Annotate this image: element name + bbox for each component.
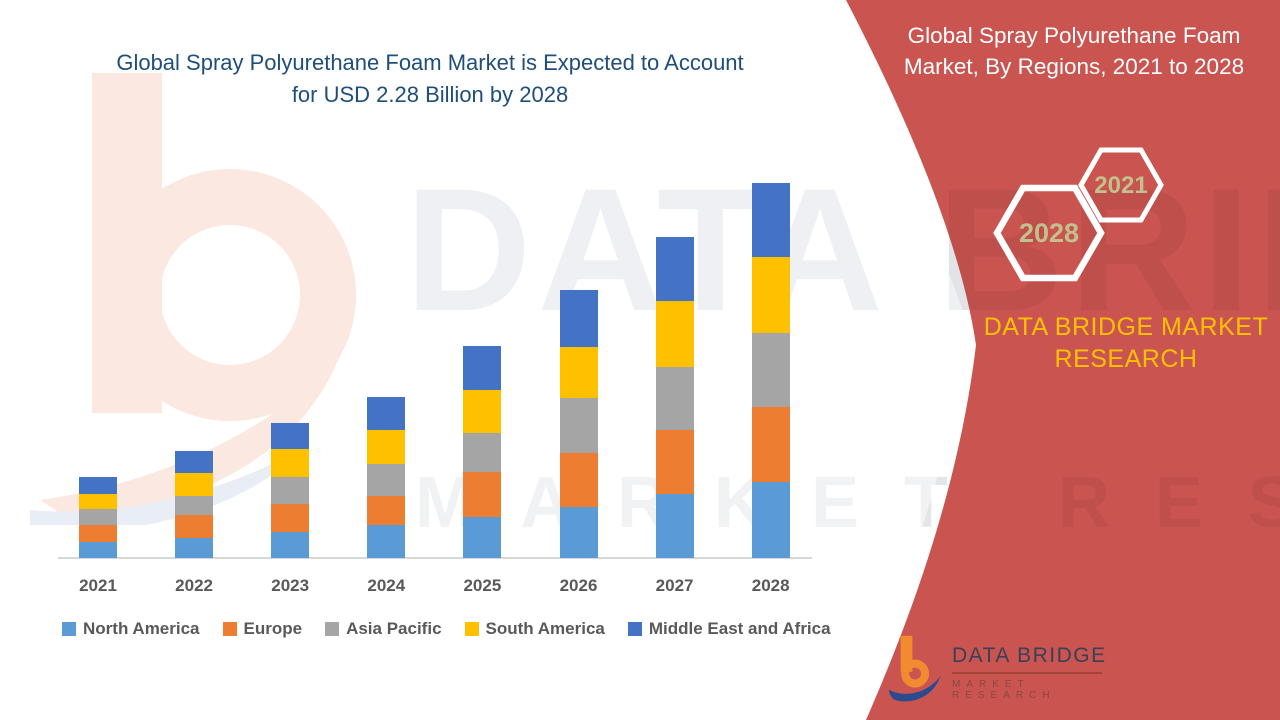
legend-swatch-north-america [62, 622, 76, 636]
legend-item-south-america: South America [464, 619, 605, 639]
segment-middle-east-and-africa-2024 [367, 396, 406, 430]
footer-logo-name: DATA BRIDGE [952, 644, 1107, 667]
segment-middle-east-and-africa-2022 [175, 451, 214, 473]
segment-south-america-2023 [271, 449, 310, 478]
segment-europe-2023 [271, 503, 310, 532]
legend-label-asia-pacific: Asia Pacific [346, 619, 442, 638]
segment-south-america-2027 [655, 301, 694, 368]
year-hexagons: 2028 2021 [993, 147, 1164, 282]
segment-asia-pacific-2025 [463, 433, 502, 473]
segment-north-america-2024 [367, 525, 406, 558]
x-axis-label-2027: 2027 [655, 576, 694, 595]
segment-north-america-2028 [751, 482, 790, 558]
legend-swatch-south-america [464, 622, 479, 636]
x-axis-label-2024: 2024 [367, 576, 406, 595]
segment-europe-2027 [655, 429, 694, 494]
segment-asia-pacific-2024 [367, 464, 406, 496]
segment-north-america-2025 [463, 516, 502, 558]
legend-item-middle-east-and-africa: Middle East and Africa [627, 619, 831, 639]
segment-north-america-2023 [271, 531, 310, 558]
segment-south-america-2022 [175, 472, 214, 496]
legend-label-middle-east-and-africa: Middle East and Africa [648, 619, 831, 638]
segment-south-america-2021 [79, 493, 117, 509]
stacked-bar-2021 [79, 477, 117, 558]
chart-title-line2: for USD 2.28 Billion by 2028 [291, 82, 569, 107]
segment-europe-2024 [367, 495, 406, 526]
x-axis-label-2025: 2025 [463, 576, 502, 595]
stacked-bar-2028 [751, 183, 790, 558]
legend-item-europe: Europe [222, 619, 303, 639]
segment-south-america-2026 [559, 347, 598, 399]
segment-south-america-2025 [463, 390, 502, 433]
segment-middle-east-and-africa-2025 [463, 345, 502, 391]
legend-swatch-europe [222, 622, 237, 636]
x-axis-label-2026: 2026 [559, 576, 598, 595]
chart-title-line1: Global Spray Polyurethane Foam Market is… [116, 50, 744, 75]
segment-europe-2028 [751, 406, 790, 483]
segment-asia-pacific-2022 [175, 495, 214, 516]
legend-label-europe: Europe [243, 619, 303, 638]
panel-title: Global Spray Polyurethane Foam Market, B… [878, 20, 1270, 82]
segment-asia-pacific-2026 [559, 398, 598, 453]
segment-middle-east-and-africa-2026 [559, 289, 598, 348]
segment-middle-east-and-africa-2023 [271, 423, 310, 450]
stacked-bar-2024 [367, 396, 406, 558]
segment-middle-east-and-africa-2028 [751, 183, 790, 258]
hexagon-2021 [1078, 147, 1164, 223]
segment-europe-2025 [463, 472, 502, 517]
x-axis-label-2022: 2022 [175, 576, 214, 595]
x-axis-label-2028: 2028 [751, 576, 790, 595]
segment-north-america-2027 [655, 493, 694, 558]
stacked-bar-2023 [271, 423, 310, 558]
data-bridge-logo-icon [889, 635, 941, 702]
legend-swatch-middle-east-and-africa [627, 622, 642, 636]
brand-caption: DATA BRIDGE MARKET RESEARCH [983, 313, 1269, 373]
x-axis-label-2023: 2023 [271, 576, 310, 595]
panel-title-line1: Global Spray Polyurethane Foam [907, 23, 1241, 48]
stacked-bar-2025 [463, 345, 502, 558]
segment-middle-east-and-africa-2021 [79, 477, 117, 494]
stacked-bar-2022 [175, 451, 214, 558]
segment-south-america-2024 [367, 429, 406, 465]
stacked-bar-2027 [655, 237, 694, 558]
footer-logo-subtext: MARKET RESEARCH [952, 679, 1056, 701]
segment-asia-pacific-2027 [655, 367, 694, 430]
segment-north-america-2026 [559, 507, 598, 558]
segment-europe-2021 [79, 525, 117, 542]
footer-logo-divider [952, 672, 1102, 674]
segment-north-america-2022 [175, 538, 214, 558]
legend-item-north-america: North America [62, 619, 200, 639]
segment-south-america-2028 [751, 257, 790, 333]
footer-logo: DATA BRIDGE MARKET RESEARCH [886, 632, 1136, 714]
segment-europe-2026 [559, 452, 598, 508]
hexagon-2028 [993, 184, 1105, 282]
segment-middle-east-and-africa-2027 [655, 237, 694, 302]
legend-label-north-america: North America [83, 619, 200, 638]
segment-asia-pacific-2023 [271, 477, 310, 504]
segment-north-america-2021 [79, 541, 117, 558]
legend-label-south-america: South America [485, 619, 605, 638]
panel-title-line2: Market, By Regions, 2021 to 2028 [903, 54, 1245, 79]
hexagon-2021-label: 2021 [1094, 172, 1147, 199]
hexagon-2028-label: 2028 [1019, 218, 1079, 248]
chart-title: Global Spray Polyurethane Foam Market is… [70, 47, 790, 111]
segment-asia-pacific-2021 [79, 508, 117, 526]
segment-asia-pacific-2028 [751, 332, 790, 407]
x-axis-line [58, 557, 812, 559]
legend-item-asia-pacific: Asia Pacific [325, 619, 442, 639]
x-axis-label-2021: 2021 [79, 576, 117, 595]
segment-europe-2022 [175, 515, 214, 539]
legend-swatch-asia-pacific [325, 622, 340, 636]
chart-legend: North America Europe Asia Pacific South Ame… [62, 619, 831, 639]
stacked-bar-2026 [559, 289, 598, 558]
